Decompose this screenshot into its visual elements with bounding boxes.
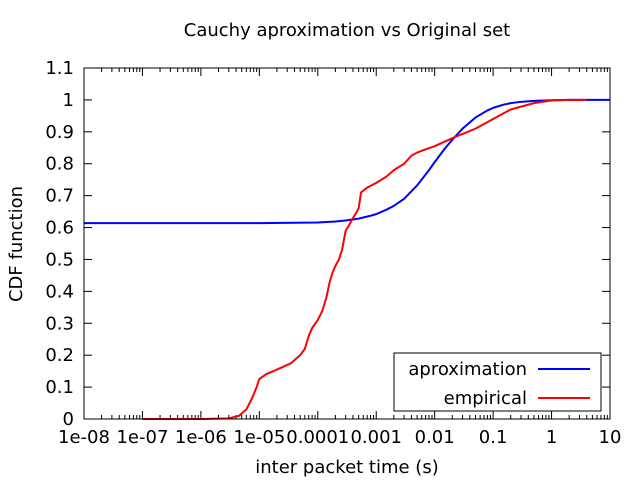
legend: aproximation empirical [393,352,602,412]
y-tick-label: 0.8 [45,154,74,175]
legend-label-empirical: empirical [444,388,527,409]
axis-ticks: 0 0.1 0.2 0.3 0.4 0.5 0.6 0.7 0.8 0.9 1 1.1 1e-08 1e-… [45,58,621,448]
x-tick-label: 1 [546,427,557,448]
series-line-aproximation [84,98,610,225]
series-line-empirical [142,98,587,420]
y-tick-label: 1 [63,90,74,111]
x-tick-label: 1e-08 [58,427,110,448]
x-tick-label: 0.001 [350,427,402,448]
y-axis-label: CDF function [6,186,27,302]
x-tick-label: 0.01 [415,427,455,448]
x-tick-label: 1e-06 [175,427,227,448]
y-tick-label: 0.3 [45,313,74,334]
x-tick-label: 1e-07 [116,427,168,448]
legend-box [393,352,602,412]
y-tick-label: 0.9 [45,122,74,143]
y-tick-label: 0 [63,409,74,430]
y-tick-label: 0.7 [45,186,74,207]
y-tick-label: 0.2 [45,345,74,366]
plot-area [84,98,610,420]
y-tick-label: 0.1 [45,377,74,398]
y-tick-label: 0.4 [45,281,74,302]
plot-frame [83,67,611,420]
x-tick-label: 0.0001 [286,427,349,448]
y-tick-label: 0.6 [45,218,74,239]
y-tick-label: 0.5 [45,249,74,270]
legend-label-aproximation: aproximation [408,359,527,380]
chart-title: Cauchy aproximation vs Original set [184,20,510,41]
x-axis-label: inter packet time (s) [255,457,438,478]
x-tick-label: 0.1 [479,427,508,448]
y-tick-label: 1.1 [45,58,74,79]
x-tick-label: 1e-05 [233,427,285,448]
x-tick-label: 10 [599,427,622,448]
